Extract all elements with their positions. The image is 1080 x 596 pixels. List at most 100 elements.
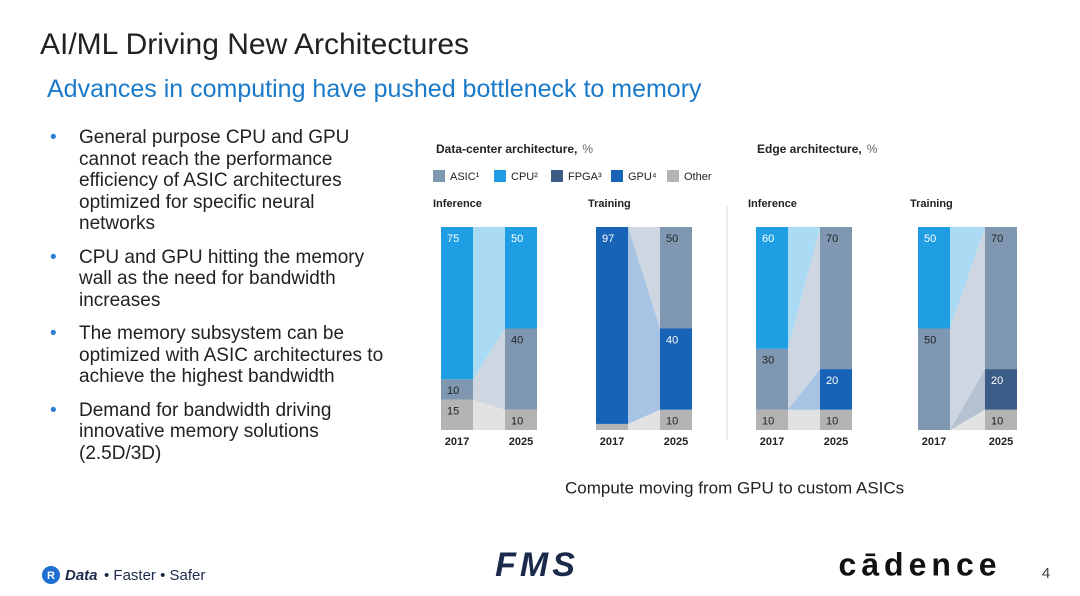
group-title: Data-center architecture, <box>436 142 577 156</box>
data-label: 10 <box>762 416 774 428</box>
data-label: 10 <box>991 416 1003 428</box>
x-tick-label: 2025 <box>664 436 688 448</box>
flow-band <box>950 227 985 430</box>
bar-segment <box>756 227 788 349</box>
bar-segment <box>660 409 692 430</box>
bar-segment <box>441 227 473 380</box>
bar-segment <box>660 328 692 410</box>
bar-segment <box>918 328 950 430</box>
flow-band <box>473 328 505 410</box>
bar-segment <box>985 369 1017 410</box>
bar-segment <box>820 227 852 370</box>
bar-segment <box>505 409 537 430</box>
data-label: 97 <box>602 233 614 245</box>
data-label: 75 <box>447 233 459 245</box>
legend-label: FPGA³ <box>568 171 602 183</box>
bar-segment <box>756 348 788 410</box>
legend-swatch <box>551 170 563 182</box>
footer-brand: Data <box>65 567 98 584</box>
bar-segment <box>820 369 852 410</box>
bar-segment <box>441 399 473 430</box>
caption: Compute moving from GPU to custom ASICs <box>565 478 904 497</box>
bullet: Demand for bandwidth driving innovative … <box>50 400 390 465</box>
legend-label: CPU² <box>511 171 538 183</box>
page-number: 4 <box>1042 565 1050 582</box>
flow-band <box>473 399 505 430</box>
x-tick-label: 2017 <box>922 436 946 448</box>
flow-band <box>628 227 660 424</box>
bar-segment <box>820 409 852 430</box>
footer-tagline: • Faster • Safer <box>104 567 205 584</box>
flow-band <box>628 227 660 329</box>
flow-band <box>950 369 985 430</box>
slide-subtitle: Advances in computing have pushed bottle… <box>47 75 702 103</box>
cadence-logo: cādence <box>838 546 1001 582</box>
fms-logo: FMS <box>495 546 579 584</box>
data-label: 50 <box>924 334 936 346</box>
x-tick-label: 2025 <box>824 436 848 448</box>
data-label: 70 <box>826 233 838 245</box>
badge-letter: R <box>47 570 55 582</box>
flow-band <box>473 227 505 380</box>
chart-title: Training <box>910 198 953 210</box>
data-label: 30 <box>762 355 774 367</box>
data-label: 20 <box>826 375 838 387</box>
x-tick-label: 2017 <box>445 436 469 448</box>
data-label: 70 <box>991 233 1003 245</box>
chart-title: Inference <box>433 198 482 210</box>
legend-swatch <box>433 170 445 182</box>
bar-segment <box>596 423 628 430</box>
data-label: 10 <box>666 416 678 428</box>
bullet: The memory subsystem can be optimized wi… <box>50 323 390 388</box>
data-label: 20 <box>991 375 1003 387</box>
bullet: General purpose CPU and GPU cannot reach… <box>50 127 390 235</box>
data-label: 50 <box>511 233 523 245</box>
group-title: Edge architecture, <box>757 142 862 156</box>
bar-segment <box>505 328 537 410</box>
legend-swatch <box>494 170 506 182</box>
chart-title: Inference <box>748 198 797 210</box>
bullet-list: General purpose CPU and GPU cannot reach… <box>50 127 390 476</box>
data-label: 10 <box>447 385 459 397</box>
legend-label: ASIC¹ <box>450 171 480 183</box>
bar-segment <box>985 409 1017 430</box>
bullet: CPU and GPU hitting the memory wall as t… <box>50 247 390 312</box>
bar-segment <box>756 409 788 430</box>
data-label: 10 <box>826 416 838 428</box>
legend-swatch <box>611 170 623 182</box>
data-label: 15 <box>447 405 459 417</box>
x-tick-label: 2025 <box>989 436 1013 448</box>
flow-band <box>950 409 985 430</box>
bar-segment <box>918 227 950 329</box>
flow-band <box>788 227 820 410</box>
legend-label: Other <box>684 171 712 183</box>
legend-label: GPU⁴ <box>628 171 657 183</box>
badge-icon <box>42 566 60 584</box>
bar-segment <box>985 227 1017 370</box>
flow-band <box>788 409 820 430</box>
bar-segment <box>441 379 473 400</box>
x-tick-label: 2025 <box>509 436 533 448</box>
flow-band <box>628 409 660 430</box>
data-label: 60 <box>762 233 774 245</box>
flow-band <box>788 227 820 349</box>
bar-segment <box>596 227 628 424</box>
bar-segment <box>660 227 692 329</box>
flow-band <box>950 227 985 329</box>
data-label: 40 <box>666 334 678 346</box>
slide-title: AI/ML Driving New Architectures <box>40 28 470 61</box>
data-label: 50 <box>666 233 678 245</box>
data-label: 10 <box>511 416 523 428</box>
data-label: 50 <box>924 233 936 245</box>
data-label: 40 <box>511 334 523 346</box>
chart-title: Training <box>588 198 631 210</box>
legend-swatch <box>667 170 679 182</box>
bar-segment <box>505 227 537 329</box>
x-tick-label: 2017 <box>760 436 784 448</box>
flow-band <box>788 369 820 410</box>
group-unit: % <box>582 142 593 156</box>
x-tick-label: 2017 <box>600 436 624 448</box>
group-unit: % <box>867 142 878 156</box>
